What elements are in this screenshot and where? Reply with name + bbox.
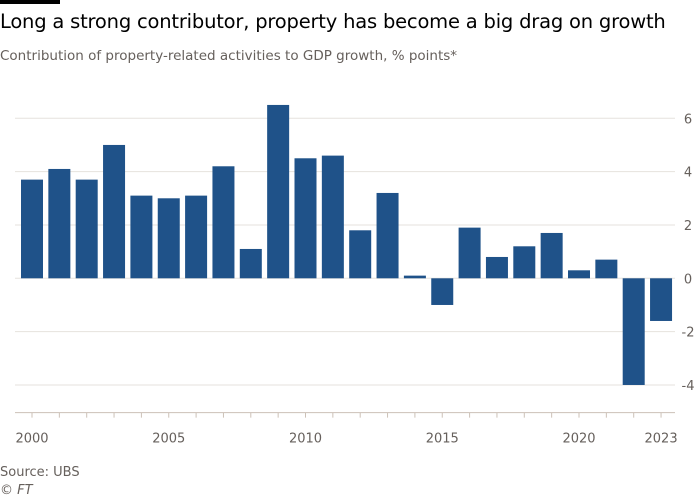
y-tick-label: 4: [684, 166, 692, 181]
bar-2022: [622, 278, 645, 385]
source-note: Source: UBS: [0, 465, 80, 480]
bar-2016: [458, 227, 481, 279]
y-tick-label: 2: [684, 219, 692, 234]
bar-2021: [595, 259, 618, 279]
bar-2014: [403, 275, 426, 279]
bar-2012: [349, 230, 372, 279]
bar-2000: [21, 179, 43, 279]
x-tick-label: 2005: [152, 432, 185, 447]
x-tick-label: 2000: [15, 432, 48, 447]
bar-2008: [239, 248, 262, 279]
bar-2003: [103, 144, 126, 279]
bar-2018: [513, 246, 536, 279]
y-tick-label: -2: [682, 326, 695, 341]
y-tick-label: 6: [684, 112, 692, 127]
copyright: © FT: [0, 483, 33, 498]
bar-2009: [267, 104, 290, 279]
chart-subtitle: Contribution of property-related activit…: [0, 48, 458, 64]
bar-2013: [376, 192, 399, 279]
bar-2017: [485, 256, 508, 279]
x-tick-label: 2010: [289, 432, 322, 447]
bar-2020: [568, 270, 590, 279]
bar-2007: [212, 166, 235, 279]
bar-2006: [185, 195, 208, 279]
bar-2019: [540, 232, 563, 279]
bar-2010: [294, 158, 317, 279]
chart-title: Long a strong contributor, property has …: [0, 10, 666, 33]
bar-2004: [130, 195, 153, 279]
bar-2005: [157, 198, 180, 279]
x-tick-label: 2020: [562, 432, 595, 447]
bar-chart: 6 4 2 0 -2 -4 2000 2005 2010 2015 2020 2023: [15, 104, 695, 447]
x-tick-label: 2015: [426, 432, 459, 447]
bar-2011: [321, 155, 344, 279]
bar-2015: [431, 278, 454, 305]
brand-bar: [0, 0, 60, 4]
x-tick-label: 2023: [645, 432, 678, 447]
y-tick-label: 0: [684, 272, 692, 287]
bar-2023: [650, 278, 673, 321]
bar-2001: [48, 168, 71, 279]
bar-2002: [75, 179, 98, 279]
y-tick-label: -4: [682, 379, 695, 394]
